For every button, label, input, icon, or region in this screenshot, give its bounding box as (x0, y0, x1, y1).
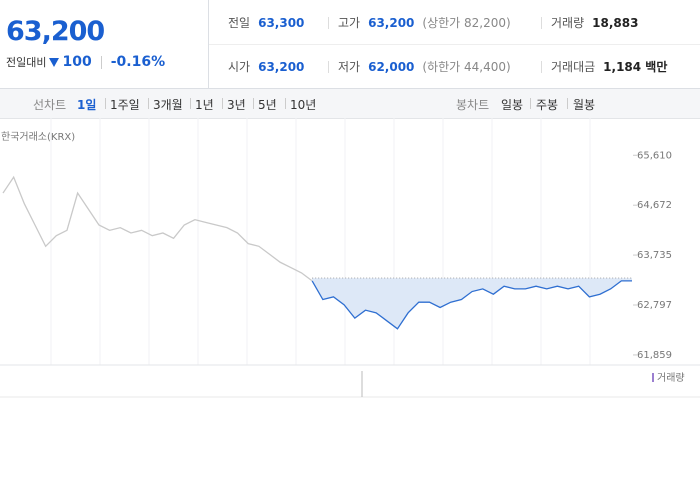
period-tab[interactable]: 3개월 (153, 98, 183, 112)
divider (222, 98, 223, 109)
y-tick-label: 62,797 (637, 300, 672, 311)
period-tab[interactable]: 10년 (290, 98, 317, 112)
divider (567, 98, 568, 109)
stat-item: 거래대금 1,184 백만 (551, 58, 667, 75)
y-tick-label: 61,859 (637, 350, 672, 361)
divider (541, 61, 542, 73)
stat-extra: (하한가 44,400) (422, 60, 511, 74)
stat-label: 거래량 (551, 16, 585, 30)
change-value: 100 (62, 54, 92, 70)
period-tab[interactable]: 1주일 (110, 98, 140, 112)
stat-value: 63,200 (368, 15, 415, 30)
price-panel: 63,200 전일대비 100 -0.16% (0, 0, 209, 88)
candle-tab[interactable]: 월봉 (573, 98, 596, 112)
divider (328, 61, 329, 73)
period-tab[interactable]: 5년 (258, 98, 277, 112)
period-tab[interactable]: 3년 (227, 98, 246, 112)
chart-tabs: 선차트 1일 1주일 3개월 1년 3년 5년 10년 봉차트 일봉 주봉 월봉 (0, 89, 700, 119)
stat-label: 고가 (338, 16, 361, 30)
divider (253, 98, 254, 109)
stat-item: 저가 62,000 (하한가 44,400) (338, 58, 511, 75)
period-tab[interactable]: 1일 (77, 98, 97, 112)
current-price: 63,200 (6, 16, 105, 47)
tab-group-label: 선차트 (33, 98, 67, 112)
stat-item: 전일 63,300 (228, 14, 304, 31)
stat-item: 시가 63,200 (228, 58, 304, 75)
price-line (311, 280, 632, 330)
divider (190, 98, 191, 109)
period-tab[interactable]: 1년 (195, 98, 214, 112)
volume-legend: 거래량 (657, 372, 685, 384)
stat-label: 거래대금 (551, 60, 596, 74)
volume-legend-swatch (652, 373, 654, 382)
change-row: 전일대비 100 -0.16% (6, 54, 165, 70)
down-icon (49, 57, 60, 67)
y-tick-label: 65,610 (637, 150, 672, 161)
stat-value: 62,000 (368, 59, 415, 74)
stat-item: 고가 63,200 (상한가 82,200) (338, 14, 511, 31)
candle-tab[interactable]: 일봉 (501, 98, 524, 112)
tab-group-label: 봉차트 (456, 98, 490, 112)
change-percent: -0.16% (110, 54, 166, 70)
candle-tab[interactable]: 주봉 (536, 98, 559, 112)
divider (148, 98, 149, 109)
stat-value: 63,200 (258, 59, 305, 74)
change-label: 전일대비 (6, 56, 47, 69)
stat-label: 저가 (338, 60, 361, 74)
stat-label: 시가 (228, 60, 251, 74)
divider (328, 17, 329, 29)
y-tick-label: 64,672 (637, 200, 672, 211)
summary-header: 63,200 전일대비 100 -0.16% 전일 63,300 고가 63,200 (… (0, 0, 700, 89)
divider (105, 98, 106, 109)
source-label: 한국거래소(KRX) (1, 131, 75, 143)
chart: 한국거래소(KRX) 65,610 64,672 63,735 62,797 61,859… (0, 118, 700, 398)
stat-item: 거래량 18,883 (551, 14, 638, 31)
stat-extra: (상한가 82,200) (422, 16, 511, 30)
divider (530, 98, 531, 109)
stat-value: 63,300 (258, 15, 305, 30)
price-line (2, 175, 313, 282)
area-fill (312, 278, 632, 329)
divider (285, 98, 286, 109)
stat-value: 18,883 (592, 15, 639, 30)
stat-label: 전일 (228, 16, 251, 30)
divider (541, 17, 542, 29)
stat-value: 1,184 백만 (603, 60, 668, 74)
y-tick-label: 63,735 (637, 250, 672, 261)
